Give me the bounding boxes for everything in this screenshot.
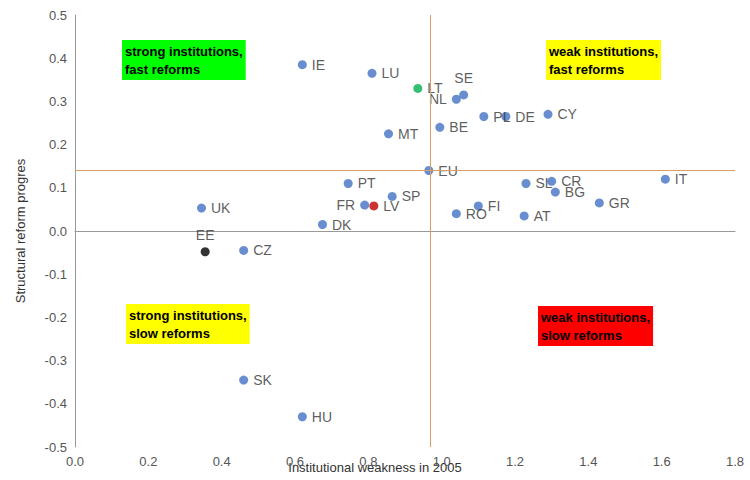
svg-text:0.2: 0.2 bbox=[139, 454, 157, 469]
svg-text:0.1: 0.1 bbox=[49, 180, 67, 195]
svg-text:BG: BG bbox=[565, 184, 585, 200]
svg-text:CZ: CZ bbox=[253, 242, 272, 258]
svg-text:RO: RO bbox=[466, 206, 487, 222]
svg-text:-0.5: -0.5 bbox=[45, 440, 67, 455]
svg-text:LU: LU bbox=[382, 65, 400, 81]
svg-text:0.4: 0.4 bbox=[213, 454, 231, 469]
svg-text:0.0: 0.0 bbox=[66, 454, 84, 469]
svg-text:AT: AT bbox=[534, 208, 551, 224]
svg-text:DE: DE bbox=[515, 109, 534, 125]
svg-text:1.8: 1.8 bbox=[726, 454, 744, 469]
svg-text:GR: GR bbox=[609, 195, 630, 211]
svg-text:NL: NL bbox=[429, 91, 447, 107]
svg-text:SL: SL bbox=[536, 175, 553, 191]
svg-text:DK: DK bbox=[332, 217, 352, 233]
svg-text:LT: LT bbox=[427, 80, 443, 97]
svg-text:1.6: 1.6 bbox=[653, 454, 671, 469]
svg-text:strong institutions,: strong institutions, bbox=[125, 44, 243, 59]
svg-text:-0.1: -0.1 bbox=[45, 267, 67, 282]
svg-text:SP: SP bbox=[402, 188, 421, 204]
svg-text:weak institutions,: weak institutions, bbox=[548, 44, 658, 59]
svg-text:PT: PT bbox=[358, 175, 376, 191]
svg-text:0.0: 0.0 bbox=[49, 224, 67, 239]
svg-text:UK: UK bbox=[211, 200, 231, 216]
svg-text:IE: IE bbox=[312, 57, 325, 73]
svg-text:CY: CY bbox=[558, 106, 578, 122]
svg-text:EE: EE bbox=[196, 227, 215, 243]
svg-text:BE: BE bbox=[449, 119, 468, 135]
svg-text:-0.3: -0.3 bbox=[45, 353, 67, 368]
svg-text:HU: HU bbox=[312, 409, 332, 425]
svg-text:SK: SK bbox=[253, 372, 272, 388]
svg-text:0.6: 0.6 bbox=[286, 454, 304, 469]
svg-text:weak institutions,: weak institutions, bbox=[540, 310, 650, 325]
svg-text:strong institutions,: strong institutions, bbox=[129, 308, 247, 323]
svg-text:MT: MT bbox=[398, 126, 419, 142]
svg-text:0.5: 0.5 bbox=[49, 8, 67, 23]
svg-text:FR: FR bbox=[336, 197, 355, 213]
svg-text:EU: EU bbox=[438, 162, 458, 179]
svg-text:FI: FI bbox=[488, 198, 500, 214]
svg-text:CR: CR bbox=[561, 173, 582, 190]
svg-text:0.2: 0.2 bbox=[49, 137, 67, 152]
svg-text:PL: PL bbox=[493, 109, 510, 125]
svg-text:LV: LV bbox=[383, 198, 400, 214]
svg-text:Structural reform progres: Structural reform progres bbox=[13, 158, 28, 303]
svg-text:1.0: 1.0 bbox=[433, 454, 451, 469]
svg-text:0.4: 0.4 bbox=[49, 51, 67, 66]
svg-text:-0.2: -0.2 bbox=[45, 310, 67, 325]
svg-text:SE: SE bbox=[454, 70, 473, 86]
svg-text:1.4: 1.4 bbox=[579, 454, 597, 469]
svg-text:IT: IT bbox=[675, 171, 688, 187]
svg-text:fast reforms: fast reforms bbox=[125, 62, 200, 77]
svg-text:-0.4: -0.4 bbox=[45, 396, 67, 411]
svg-text:slow reforms: slow reforms bbox=[129, 326, 210, 341]
svg-text:fast reforms: fast reforms bbox=[549, 62, 624, 77]
svg-text:1.2: 1.2 bbox=[506, 454, 524, 469]
svg-text:0.8: 0.8 bbox=[359, 454, 377, 469]
svg-text:0.3: 0.3 bbox=[49, 94, 67, 109]
svg-text:slow reforms: slow reforms bbox=[541, 328, 622, 343]
